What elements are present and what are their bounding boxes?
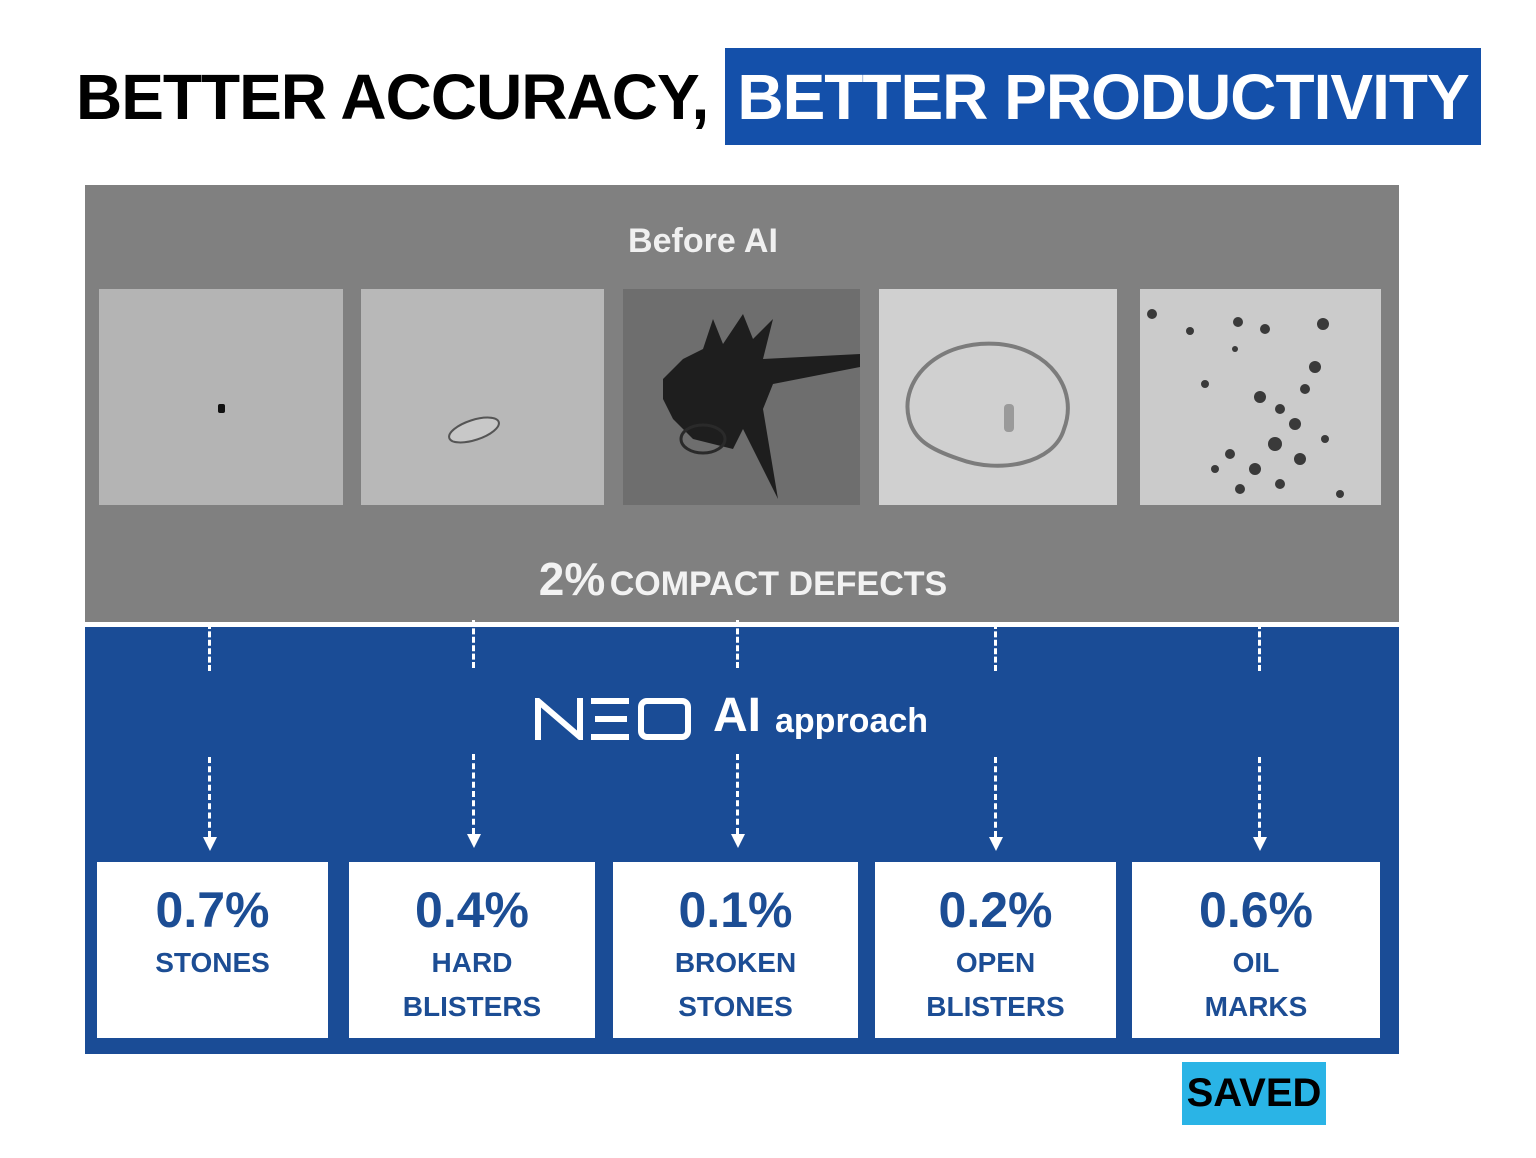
category-value: 0.4% [415,882,529,938]
open-blister-defect-image [879,289,1117,505]
connector-line-hard-blisters-upper [472,620,475,668]
arrow-down-icon [989,837,1003,851]
connector-line-hard-blisters-lower [472,754,475,834]
compact-defects-label: COMPACT DEFECTS [609,565,948,603]
connector-line-broken-stones-upper [736,620,739,668]
category-label-line1: HARD [431,947,513,978]
arrow-down-icon [467,834,481,848]
connector-line-open-blisters-lower [994,757,997,837]
category-label-line2: MARKS [1204,991,1308,1022]
saved-badge: SAVED [1182,1062,1326,1125]
stone-defect-icon [99,289,343,505]
broken-stone-defect-image [623,289,860,505]
title-accuracy: BETTER ACCURACY, [76,61,709,133]
hard-blister-defect-image [361,289,604,505]
category-box-broken-stones: 0.1% BROKEN STONES [613,862,858,1038]
category-box-stones: 0.7% STONES [97,862,328,1038]
category-value: 0.7% [155,882,270,938]
panel-divider [85,622,1399,627]
arrow-down-icon [731,834,745,848]
category-label-line1: BROKEN [674,947,797,978]
open-blister-defect-icon [879,289,1117,505]
connector-line-stones-upper [208,623,211,671]
category-value: 0.2% [938,882,1053,938]
category-label-line2: BLISTERS [402,991,542,1022]
broken-stone-defect-icon [623,289,860,505]
connector-line-stones-lower [208,757,211,837]
neo-ai-text: AI [713,689,761,742]
category-label-line2: BLISTERS [926,991,1065,1022]
category-box-open-blisters: 0.2% OPEN BLISTERS [875,862,1116,1038]
connector-line-broken-stones-lower [736,754,739,834]
before-ai-label: Before AI [628,222,778,260]
title-row: BETTER ACCURACY, [76,48,709,146]
compact-defects-percent: 2% [538,553,606,605]
category-box-oil-marks: 0.6% OIL MARKS [1132,862,1380,1038]
neo-logo-icon [535,698,691,740]
category-value: 0.1% [678,882,793,938]
category-box-hard-blisters: 0.4% HARD BLISTERS [349,862,595,1038]
neo-approach-text: approach [775,702,929,740]
category-label-line1: STONES [155,947,270,978]
stone-defect-image [99,289,343,505]
category-label-line1: OIL [1232,947,1280,978]
category-value: 0.6% [1199,882,1313,938]
arrow-down-icon [1253,837,1267,851]
connector-line-open-blisters-upper [994,623,997,671]
oil-marks-defect-image [1140,289,1381,505]
category-label-line2: STONES [678,991,793,1022]
oil-marks-defect-icon [1140,289,1381,505]
title-productivity: BETTER PRODUCTIVITY [725,48,1481,145]
connector-line-oil-marks-upper [1258,623,1261,671]
arrow-down-icon [203,837,217,851]
category-label-line1: OPEN [955,947,1036,978]
compact-defects-summary: 2% COMPACT DEFECTS [0,552,1486,606]
connector-line-oil-marks-lower [1258,757,1261,837]
hard-blister-defect-icon [361,289,604,505]
neo-ai-heading: AI approach [535,680,928,740]
